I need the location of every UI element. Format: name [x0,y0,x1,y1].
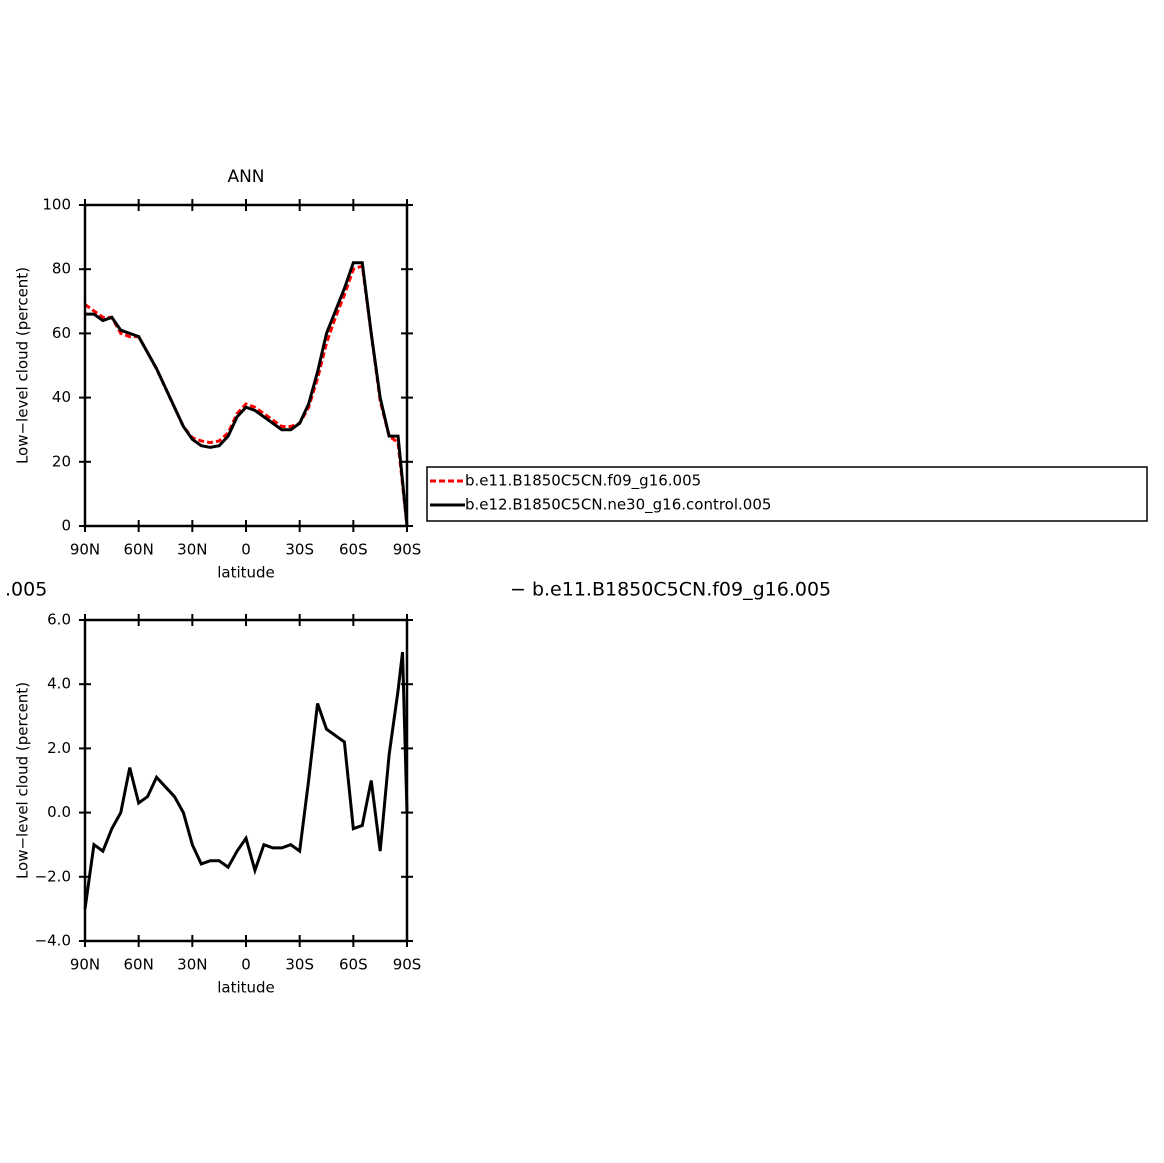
x-tick-label: 60S [339,956,368,974]
x-tick-label: 90N [70,956,100,974]
x-tick-label: 60N [124,956,154,974]
y-axis-label: Low−level cloud (percent) [14,682,32,879]
annotation: − b.e11.B1850C5CN.f09_g16.005 [510,579,831,601]
y-tick-label: 2.0 [47,739,71,757]
y-axis-label: Low−level cloud (percent) [14,267,32,464]
y-tick-label: 0 [61,517,71,535]
data-line [83,651,409,910]
y-tick-label: 80 [52,260,71,278]
x-tick-label: 90S [393,956,422,974]
y-tick-label: 60 [52,324,71,342]
y-tick-label: 100 [42,196,71,214]
legend-box [426,466,1148,522]
y-tick-label: 4.0 [47,675,71,693]
plot-frame [83,618,409,943]
x-tick-label: 30S [285,541,314,559]
chart-title: ANN [227,167,264,187]
x-tick-label: 30N [177,541,207,559]
data-line [85,261,409,527]
y-tick-label: −4.0 [35,932,71,950]
x-tick-label: 90S [393,541,422,559]
data-line [84,263,409,527]
x-tick-label: 0 [241,541,251,559]
plot-frame [83,203,409,528]
x-axis-label: latitude [217,564,275,582]
x-tick-label: 90N [70,541,100,559]
y-tick-label: 0.0 [47,803,71,821]
x-tick-label: 60S [339,541,368,559]
x-tick-label: 0 [241,956,251,974]
y-tick-label: 20 [52,452,71,470]
y-tick-label: 6.0 [47,611,71,629]
y-tick-label: 40 [52,388,71,406]
y-tick-label: −2.0 [35,867,71,885]
legend-label: b.e11.B1850C5CN.f09_g16.005 [465,472,701,491]
x-tick-label: 30N [177,956,207,974]
annotation: .005 [5,579,47,601]
x-axis-label: latitude [217,979,275,997]
legend-label: b.e12.B1850C5CN.ne30_g16.control.005 [465,496,771,515]
x-tick-label: 60N [124,541,154,559]
x-tick-label: 30S [285,956,314,974]
